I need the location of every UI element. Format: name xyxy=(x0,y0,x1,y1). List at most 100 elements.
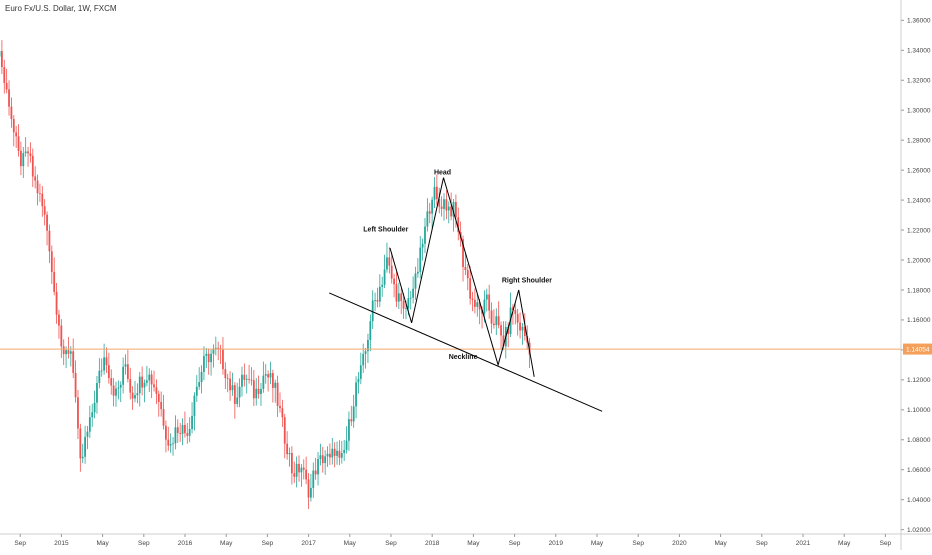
candle-body xyxy=(75,373,77,397)
annotation-head: Head xyxy=(434,170,451,177)
candle-body xyxy=(500,325,502,335)
x-tick-label: 2021 xyxy=(796,540,811,547)
candle-body xyxy=(334,449,336,456)
candle-body xyxy=(79,428,81,458)
candle-body xyxy=(205,354,207,356)
candle-body xyxy=(322,455,324,463)
candle-body xyxy=(98,371,100,383)
candle-body xyxy=(155,387,157,394)
candle-body xyxy=(15,132,17,136)
candle-body xyxy=(72,351,74,373)
candle-body xyxy=(265,374,267,376)
candle-body xyxy=(329,454,331,458)
candle-body xyxy=(291,453,293,473)
candle-body xyxy=(103,357,105,370)
candle-body xyxy=(125,364,127,367)
candle-body xyxy=(63,346,65,354)
x-tick-label: Sep xyxy=(880,540,892,547)
candle-body xyxy=(341,453,343,458)
candle-body xyxy=(165,426,167,440)
candle-body xyxy=(281,408,283,417)
candle-body xyxy=(94,403,96,413)
candle-body xyxy=(403,301,405,309)
candle-body xyxy=(53,272,55,292)
candle-body xyxy=(514,310,516,314)
y-tick-label: 1.34000 xyxy=(907,48,931,55)
candle-body xyxy=(120,385,122,388)
candle-body xyxy=(196,387,198,396)
candle-body xyxy=(467,270,469,278)
candle-body xyxy=(184,425,186,433)
candle-body xyxy=(469,278,471,298)
x-tick-label: May xyxy=(344,540,357,547)
candle-body xyxy=(419,248,421,272)
candle-body xyxy=(272,373,274,388)
candle-body xyxy=(113,385,115,395)
candle-body xyxy=(384,269,386,284)
annotation-neckline: Neckline xyxy=(449,354,478,361)
candle-body xyxy=(77,397,79,428)
candle-body xyxy=(141,377,143,388)
candle-body xyxy=(346,441,348,450)
y-tick-label: 1.28000 xyxy=(907,137,931,144)
candle-body xyxy=(412,289,414,298)
annotation-right-shoulder: Right Shoulder xyxy=(502,277,552,284)
candle-body xyxy=(129,379,131,393)
candle-body xyxy=(360,365,362,379)
x-tick-label: May xyxy=(467,540,480,547)
candle-body xyxy=(13,119,15,132)
candle-body xyxy=(51,251,53,272)
y-tick-label: 1.16000 xyxy=(907,317,931,324)
candle-body xyxy=(160,402,162,409)
candle-body xyxy=(476,302,478,307)
candle-body xyxy=(472,299,474,300)
candle-body xyxy=(227,378,229,379)
candle-body xyxy=(224,369,226,378)
candle-body xyxy=(298,464,300,472)
candle-body xyxy=(117,388,119,389)
candle-body xyxy=(300,468,302,473)
candle-body xyxy=(286,444,288,455)
candle-body xyxy=(429,211,431,213)
candle-body xyxy=(455,202,457,217)
candle-body xyxy=(417,272,419,274)
candle-body xyxy=(101,371,103,372)
candle-body xyxy=(279,406,281,408)
candle-body xyxy=(65,350,67,354)
candle-body xyxy=(260,389,262,394)
candle-body xyxy=(203,356,205,372)
candle-body xyxy=(474,300,476,307)
candle-body xyxy=(362,354,364,365)
candle-body xyxy=(426,211,428,226)
candle-body xyxy=(495,316,497,325)
candle-body xyxy=(258,389,260,394)
candle-body xyxy=(11,107,13,119)
candle-body xyxy=(379,287,381,302)
candle-body xyxy=(303,468,305,470)
x-tick-label: 2016 xyxy=(178,540,193,547)
candle-body xyxy=(68,350,70,354)
candle-body xyxy=(182,425,184,434)
candle-body xyxy=(127,364,129,379)
candle-body xyxy=(267,374,269,377)
candle-body xyxy=(400,293,402,301)
candle-body xyxy=(312,471,314,488)
candle-body xyxy=(172,443,174,444)
candle-body xyxy=(491,311,493,324)
x-tick-label: Sep xyxy=(632,540,644,547)
candle-body xyxy=(293,473,295,476)
candle-body xyxy=(484,299,486,313)
candle-body xyxy=(194,396,196,416)
candle-body xyxy=(310,488,312,498)
candle-body xyxy=(350,419,352,421)
y-tick-label: 1.32000 xyxy=(907,78,931,85)
candle-body xyxy=(1,51,3,67)
x-tick-label: May xyxy=(591,540,604,547)
annotation-left-shoulder: Left Shoulder xyxy=(363,227,408,234)
candle-body xyxy=(407,298,409,308)
candle-body xyxy=(18,136,20,150)
candle-body xyxy=(270,373,272,377)
candle-body xyxy=(44,206,46,214)
